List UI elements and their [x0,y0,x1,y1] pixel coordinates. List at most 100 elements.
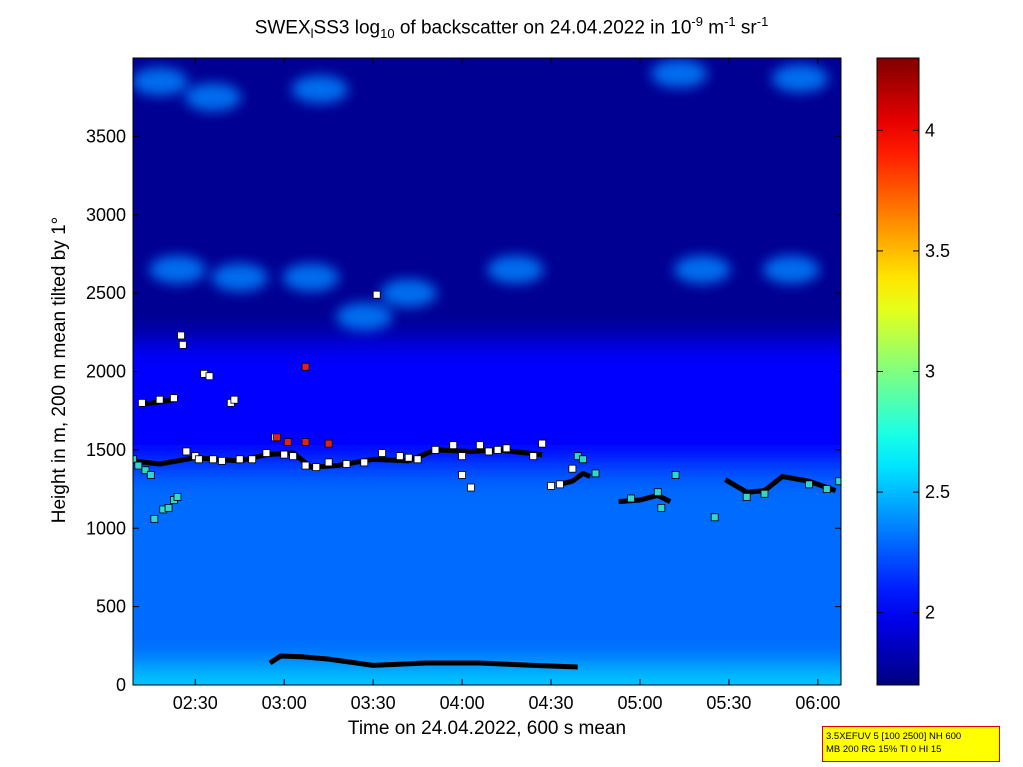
white-marker [431,445,440,454]
layer-line [268,653,578,670]
white-marker [378,449,386,457]
white-marker [235,455,244,464]
red-marker [301,362,310,371]
cyan-marker [657,503,666,512]
red-marker [273,433,281,442]
x-tick-label: 04:30 [529,693,574,713]
colorbar-axis: 2 2.5 3 3.5 4 [877,120,950,623]
white-marker [458,471,466,479]
title-part1: SWEX [254,17,311,39]
layer-line [724,474,837,495]
transition-zone [133,340,841,494]
white-marker [493,445,502,454]
title-sup3: -1 [756,14,769,29]
cyan-marker [671,471,680,479]
x-tick-label: 02:30 [173,693,218,713]
x-tick-label: 06:00 [795,693,840,713]
colorbar-tick-label: 4 [925,120,935,140]
boundary-layer [133,473,841,685]
y-axis: 0 500 1000 1500 2000 2500 3000 3500 [86,126,841,695]
cyan-marker [653,488,662,497]
cloud-patch [185,83,242,112]
x-axis-label: Time on 24.04.2022, 600 s mean [347,718,627,739]
cloud-patch [291,75,348,104]
white-marker [137,398,146,407]
x-tick-label: 05:30 [706,693,751,713]
cloud-patch [336,302,393,331]
white-marker [395,452,404,461]
title-sub1: l [310,26,314,42]
white-marker [342,460,351,468]
cloud-patch [763,255,820,284]
y-axis-label: Height in m, 200 m mean tilted by 1° [49,216,70,524]
cloud-patch [487,255,544,284]
cyan-marker [742,492,751,501]
cyan-marker [627,494,635,503]
cyan-marker [173,492,182,501]
cyan-marker [760,489,769,498]
cloud-patch [211,263,268,292]
title-sup2: -1 [724,14,736,29]
cyan-marker [150,514,159,523]
cloud-patch [651,59,708,88]
x-axis: 02:30 03:00 03:30 04:00 04:30 05:00 05:30 06:00 [173,58,840,713]
white-marker [289,452,298,461]
white-marker [177,331,185,340]
cloud-patch [674,255,731,284]
red-marker [301,438,310,446]
red-marker [324,439,333,448]
x-tick-label: 04:00 [440,693,485,713]
cyan-marker [133,455,137,464]
title-sub2: 10 [380,26,395,42]
white-marker [230,395,239,404]
cyan-marker [141,466,150,475]
y-tick-label: 2000 [86,362,126,382]
cyan-marker [805,480,813,489]
info-line-2: MB 200 RG 15% TI 0 HI 15 [826,744,942,755]
cloud-patch [380,279,437,308]
y-tick-label: 3000 [86,205,126,225]
white-marker [209,455,217,464]
title-part4: m [702,17,725,39]
white-marker [360,458,369,467]
white-marker [178,340,187,349]
layer-markers [133,290,841,670]
title-part3: of backscatter on 24.04.2022 in 10 [394,17,692,39]
cyan-marker [822,485,831,493]
white-marker [194,455,203,464]
x-tick-label: 05:00 [617,693,662,713]
white-marker [458,452,466,461]
white-marker [502,444,511,453]
white-marker [262,449,271,457]
white-marker [301,461,310,470]
x-tick-label: 03:30 [351,693,396,713]
colorbar-tick-label: 2.5 [925,482,950,502]
white-marker [218,456,226,465]
cyan-marker [579,455,587,464]
red-marker [283,438,292,446]
chart-title: SWEXlSS3 log10 of backscatter on 24.04.2… [0,14,1023,41]
cloud-patch [772,64,829,93]
cloud-patch [282,263,339,292]
white-marker [529,452,538,461]
cyan-marker [591,469,600,478]
colorbar-tick-label: 3 [925,362,935,382]
white-marker [547,482,555,490]
cyan-marker [146,471,155,479]
title-part2: SS3 log [313,17,381,39]
cyan-marker [835,477,841,486]
x-tick-label: 03:00 [262,693,307,713]
white-marker [155,395,164,404]
title-part5: sr [735,17,757,39]
white-marker [568,464,577,473]
y-tick-label: 3500 [86,126,126,146]
white-marker [248,455,257,464]
white-marker [538,439,547,448]
y-tick-label: 2500 [86,283,126,303]
info-line-1: 3.5XEFUV 5 [100 2500] NH 600 [826,731,962,742]
y-tick-label: 0 [116,675,126,695]
white-marker [280,450,289,459]
white-marker [484,447,493,456]
settings-info-box: 3.5XEFUV 5 [100 2500] NH 600 MB 200 RG 1… [822,726,1000,762]
